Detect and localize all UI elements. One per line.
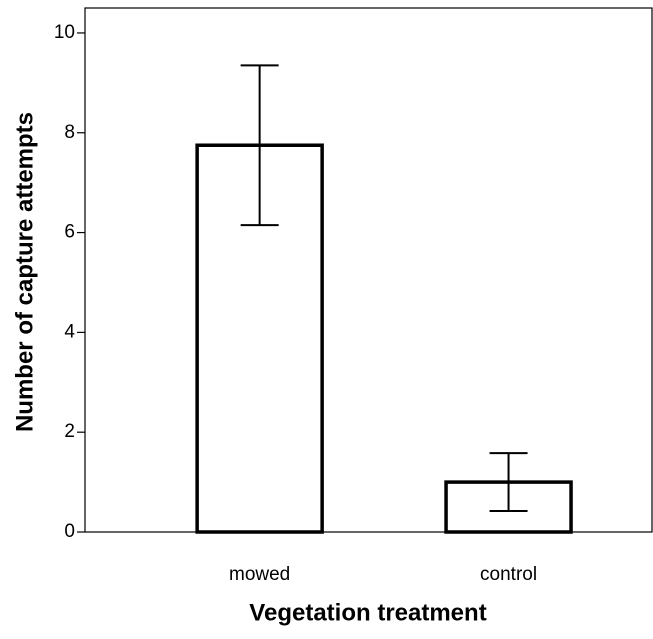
plot-frame	[84, 7, 653, 533]
y-tick-label: 2	[64, 421, 75, 442]
y-tick-label: 8	[64, 122, 75, 143]
x-axis-title: Vegetation treatment	[249, 599, 486, 626]
y-axis-title: Number of capture attempts	[11, 112, 38, 432]
y-tick-label: 6	[64, 222, 75, 243]
y-tick-label: 10	[54, 22, 75, 43]
x-tick-label: control	[480, 564, 537, 585]
y-tick-label: 4	[64, 321, 75, 342]
x-tick-label: mowed	[229, 564, 290, 585]
y-tick-label: 0	[64, 521, 75, 542]
